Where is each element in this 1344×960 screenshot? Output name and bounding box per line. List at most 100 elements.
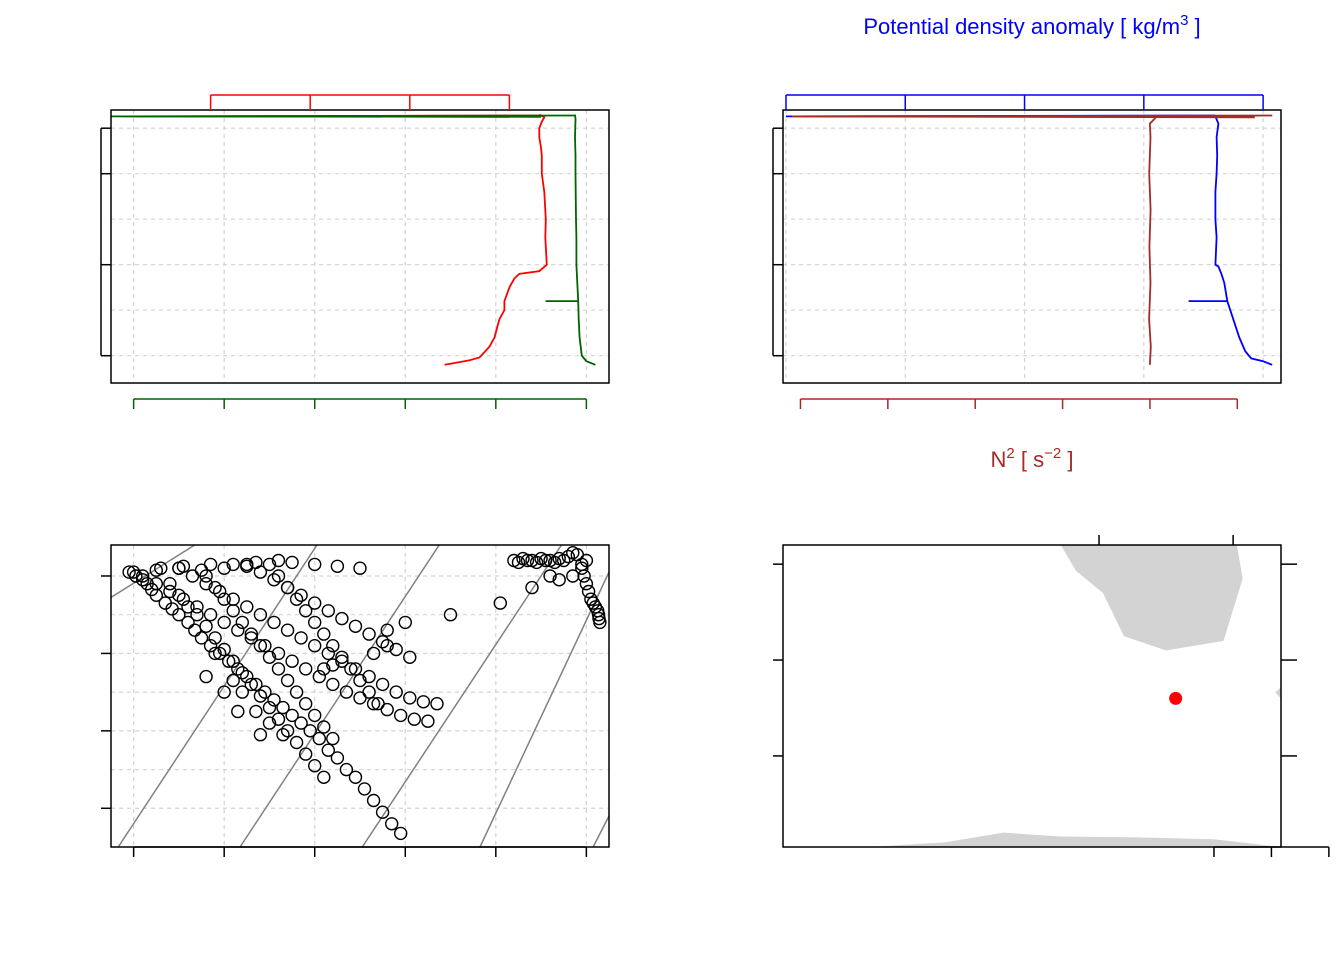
- ts-point: [557, 553, 571, 568]
- ts-point: [190, 600, 204, 614]
- land-polygon: [869, 832, 1281, 847]
- ts-point: [385, 817, 399, 831]
- ts-point: [362, 669, 376, 684]
- salinity-line: [110, 114, 576, 118]
- ts-point: [348, 662, 363, 676]
- ts-point: [566, 569, 580, 583]
- ts-point: [294, 716, 308, 730]
- ts-point: [308, 759, 322, 773]
- ts-point: [326, 731, 340, 746]
- ts-point: [326, 658, 340, 672]
- ts-point: [208, 646, 222, 661]
- ts-point: [135, 573, 150, 587]
- plot-frame: [110, 544, 610, 848]
- ts-point: [276, 700, 290, 715]
- ts-point: [321, 604, 335, 618]
- ts-point: [262, 557, 277, 572]
- ts-point: [312, 669, 326, 684]
- ts-point: [253, 728, 268, 742]
- ts-point: [339, 762, 354, 777]
- ts-point: [407, 712, 421, 726]
- ts-point: [339, 685, 354, 699]
- ts-point: [493, 596, 507, 610]
- ts-point: [240, 669, 254, 684]
- ts-point: [371, 697, 385, 711]
- ts-point: [308, 639, 322, 653]
- ts-point: [335, 654, 349, 668]
- ts-point: [199, 669, 213, 684]
- ts-point: [443, 608, 458, 622]
- ts-point: [317, 770, 331, 784]
- ts-point: [231, 623, 245, 637]
- ts-point: [271, 712, 286, 726]
- ts-points: [122, 546, 607, 841]
- ts-point: [244, 631, 259, 645]
- ts-point: [335, 650, 349, 664]
- plot-frame: [110, 109, 610, 384]
- ts-point: [249, 555, 263, 570]
- ts-point: [190, 608, 204, 622]
- ts-point: [299, 697, 313, 711]
- ts-point: [330, 559, 345, 573]
- ts-point: [244, 627, 259, 641]
- ts-point: [353, 673, 367, 688]
- ts-point: [326, 639, 340, 653]
- isopycnal-group: [111, 545, 609, 847]
- ts-point: [380, 623, 394, 637]
- n2-title-sup1: 2: [1006, 445, 1014, 462]
- isopycnal-line: [239, 545, 440, 847]
- ts-point: [231, 662, 245, 676]
- ts-point: [203, 639, 218, 653]
- n2-line: [791, 114, 1273, 365]
- ts-point: [520, 553, 535, 568]
- ts-point: [231, 704, 245, 719]
- ts-point: [149, 577, 164, 591]
- ts-point: [294, 631, 308, 645]
- density-title-main: Potential density anomaly [ kg/m: [863, 14, 1180, 39]
- land-polygon: [1060, 545, 1243, 651]
- ts-point: [280, 623, 295, 637]
- ts-point: [552, 573, 566, 587]
- panel-ts-diagram: [101, 544, 610, 857]
- ts-point: [262, 700, 277, 715]
- ts-point: [299, 662, 313, 676]
- ts-point: [317, 627, 331, 641]
- density-line: [1214, 116, 1273, 366]
- ts-point: [212, 584, 227, 599]
- ts-point: [308, 708, 322, 723]
- ts-point: [226, 673, 240, 688]
- ts-point: [575, 561, 589, 575]
- ts-point: [348, 619, 363, 633]
- n2-title-sup2: −2: [1044, 445, 1061, 462]
- ts-point: [543, 569, 557, 583]
- ts-point: [389, 685, 403, 699]
- ts-point: [529, 555, 544, 570]
- ts-point: [276, 728, 290, 742]
- ts-point: [353, 691, 367, 705]
- ts-point: [253, 608, 268, 622]
- ts-point: [321, 743, 335, 757]
- ts-point: [330, 751, 345, 765]
- ts-point: [312, 731, 326, 746]
- ts-point: [154, 561, 168, 575]
- ts-point: [548, 555, 562, 570]
- ts-point: [235, 685, 250, 699]
- ts-point: [262, 716, 277, 730]
- ts-point: [212, 646, 227, 661]
- ts-point: [579, 553, 594, 568]
- ts-point: [326, 677, 340, 692]
- ts-point: [362, 627, 376, 641]
- ts-point: [199, 569, 213, 583]
- ts-point: [294, 588, 308, 602]
- ts-point: [208, 631, 222, 645]
- ts-point: [561, 549, 575, 564]
- ts-point: [380, 702, 394, 717]
- land-polygon: [1275, 686, 1281, 699]
- ts-point: [280, 580, 295, 595]
- ts-point: [375, 635, 390, 649]
- ts-point: [308, 557, 322, 572]
- ts-point: [362, 685, 376, 699]
- ts-point: [271, 553, 286, 568]
- ts-point: [348, 770, 363, 784]
